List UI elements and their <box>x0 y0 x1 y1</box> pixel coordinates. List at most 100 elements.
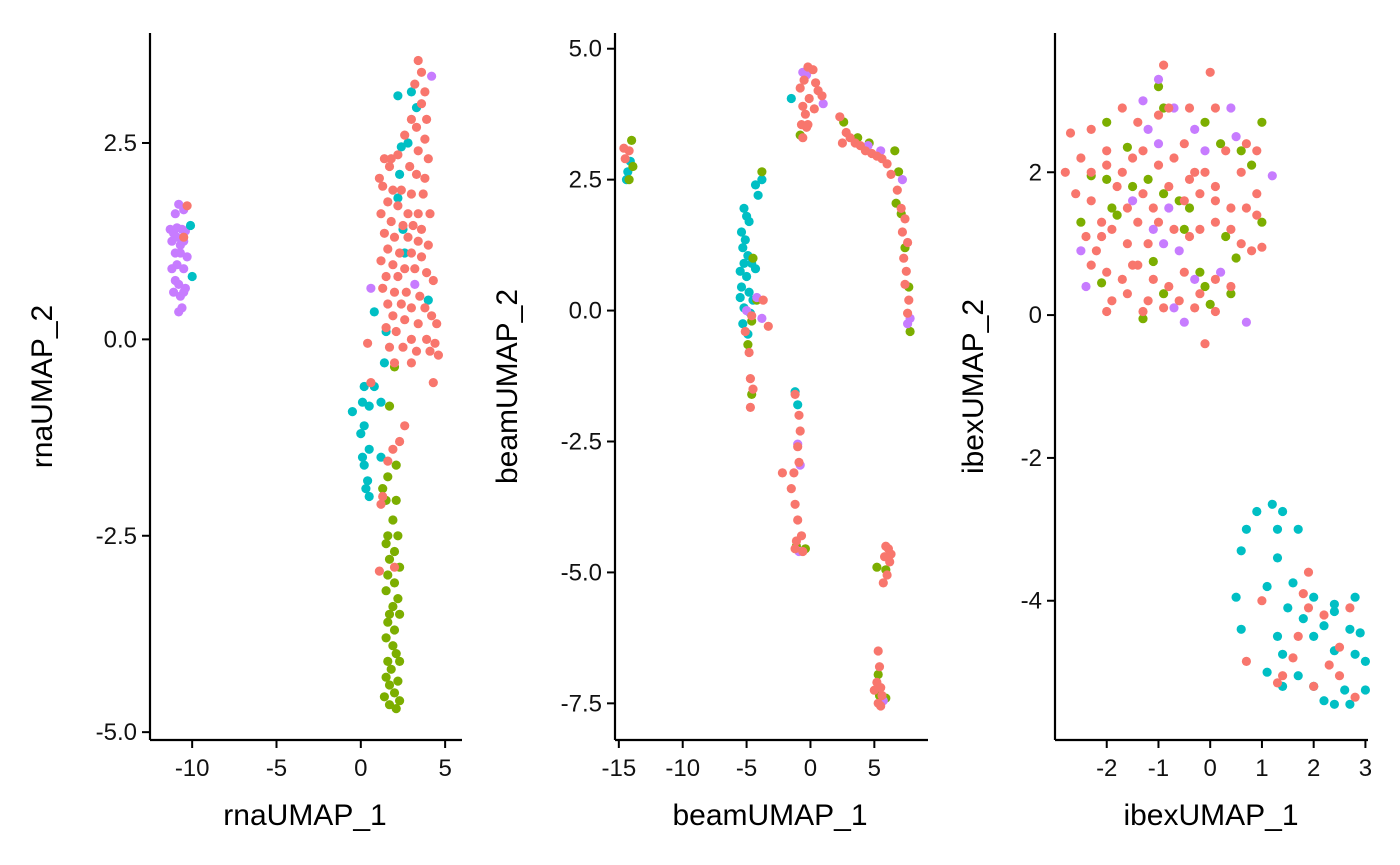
ibex-point-red <box>1148 274 1158 284</box>
beam-point-purple <box>897 175 908 185</box>
ibex-point-purple <box>1081 281 1091 292</box>
rna-point-red <box>374 566 384 576</box>
beam-y-tick-label: 2.5 <box>569 167 602 194</box>
rna-point-red <box>416 67 427 77</box>
beam-point-red <box>899 253 909 263</box>
rna-point-red <box>430 338 440 348</box>
beam-point-red <box>798 133 808 143</box>
ibex-point-purple <box>1241 317 1251 327</box>
rna-point-cyan <box>361 484 371 494</box>
rna-point-purple <box>366 283 376 293</box>
rna-point-red <box>386 154 396 164</box>
rna-point-red <box>406 334 416 344</box>
ibex-point-red <box>1278 671 1288 681</box>
rna-point-red <box>378 491 388 502</box>
rna-point-green <box>383 656 393 667</box>
rna-point-cyan <box>364 491 374 502</box>
rna-point-red <box>395 248 405 258</box>
rna-point-green <box>384 609 395 619</box>
ibex-point-green <box>1159 289 1169 299</box>
beam-point-red <box>869 685 879 695</box>
rna-point-red <box>388 444 398 454</box>
beam-point-red <box>835 112 845 122</box>
ibex-point-red <box>1195 289 1205 299</box>
ibex-point-red <box>1122 239 1132 249</box>
beam-point-cyan <box>735 266 745 276</box>
beam-point-purple <box>757 313 767 323</box>
rna-point-red <box>418 189 428 199</box>
ibex-point-green <box>1148 256 1158 267</box>
rna-point-red <box>413 146 423 156</box>
ibex-point-red <box>1210 217 1220 227</box>
rna-point-green <box>393 594 403 604</box>
rna-point-green <box>389 625 400 635</box>
rna-point-red <box>406 303 416 313</box>
ibex-point-cyan <box>1236 624 1246 634</box>
ibex-point-red <box>1324 660 1334 670</box>
ibex-point-red <box>1086 167 1096 177</box>
rna-point-green <box>379 692 389 702</box>
beam-point-red <box>882 570 892 580</box>
rna-point-green <box>391 460 401 470</box>
rna-x-tick-label: -5 <box>266 755 287 782</box>
beam-y-axis-title: beamUMAP_2 <box>491 289 524 484</box>
ibex-point-cyan <box>1262 667 1272 677</box>
rna-point-red <box>416 224 427 234</box>
rna-point-red <box>400 264 410 274</box>
beam-y-tick-label: 0.0 <box>569 298 602 325</box>
ibex-point-purple <box>1216 267 1226 277</box>
beam-point-red <box>740 326 750 337</box>
rna-point-red <box>383 456 393 466</box>
rna-point-red <box>378 181 388 191</box>
ibex-point-red <box>1133 217 1143 227</box>
rna-x-axis-title: rnaUMAP_1 <box>223 799 386 832</box>
beam-point-cyan <box>750 180 761 190</box>
beam-x-tick-label: -15 <box>601 755 636 782</box>
ibex-point-red <box>1122 289 1132 299</box>
beam-point-cyan <box>786 93 796 104</box>
beam-point-red <box>817 91 827 101</box>
rna-point-red <box>376 499 386 509</box>
ibex-point-red <box>1190 167 1200 177</box>
ibex-point-red <box>1252 189 1262 199</box>
ibex-x-axis-title: ibexUMAP_1 <box>1123 799 1298 832</box>
ibex-point-red <box>1184 231 1195 242</box>
beam-point-green <box>873 669 883 680</box>
rna-point-red <box>408 220 418 231</box>
rna-point-red <box>384 161 395 172</box>
ibex-point-red <box>1200 339 1210 349</box>
ibex-point-green <box>1221 231 1231 242</box>
ibex-point-purple <box>1267 171 1277 181</box>
beam-point-red <box>799 75 809 85</box>
ibex-point-purple <box>1190 124 1200 134</box>
beam-point-cyan <box>742 271 752 282</box>
rna-point-red <box>400 130 410 140</box>
ibex-x-tick-label: -1 <box>1148 755 1169 782</box>
ibex-point-red <box>1236 239 1246 249</box>
rna-x-tick-label: 5 <box>438 755 451 782</box>
rna-point-green <box>383 531 393 541</box>
beam-point-red <box>892 185 902 195</box>
rna-point-purple <box>175 248 185 258</box>
ibex-point-purple <box>1174 246 1184 256</box>
ibex-point-red <box>1184 103 1195 113</box>
ibex-point-red <box>1236 167 1246 177</box>
rna-point-red <box>427 311 437 321</box>
rna-point-red <box>410 79 420 89</box>
ibex-point-cyan <box>1288 578 1298 588</box>
ibex-point-red <box>1128 153 1138 163</box>
ibex-point-red <box>1159 60 1169 70</box>
rna-point-green <box>381 539 391 549</box>
beam-x-axis-title: beamUMAP_1 <box>672 799 867 832</box>
rna-point-red <box>383 299 393 309</box>
ibex-point-red <box>1241 139 1251 149</box>
ibex-point-cyan <box>1329 599 1339 609</box>
rna-point-cyan <box>359 460 369 470</box>
rna-point-green <box>393 676 403 686</box>
beam-x-tick-label: -5 <box>736 755 757 782</box>
beam-point-red <box>896 203 906 213</box>
ibex-x-tick-label: 1 <box>1255 755 1268 782</box>
beam-point-red <box>876 701 886 711</box>
beam-point-red <box>885 557 895 567</box>
beam-point-red <box>791 536 802 546</box>
